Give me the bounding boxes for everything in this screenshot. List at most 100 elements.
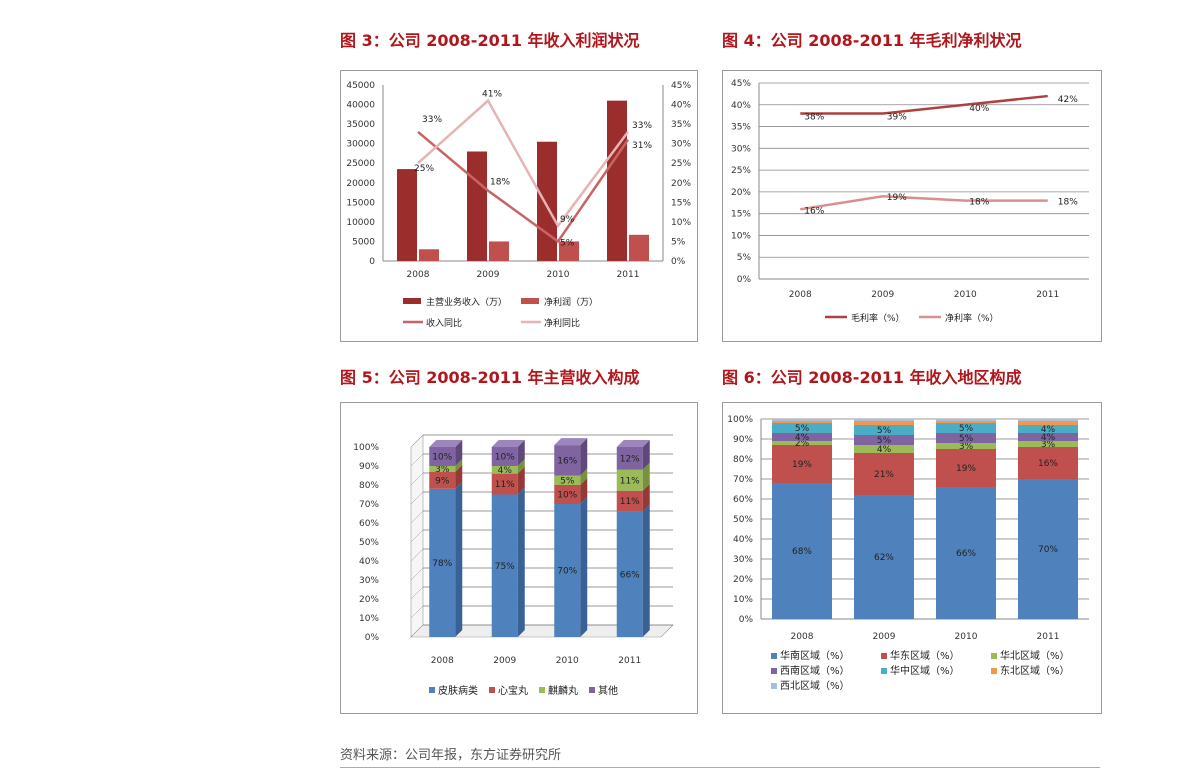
stacked-bar-segment	[936, 421, 996, 423]
data-label: 5%	[560, 476, 575, 486]
y-left-tick-label: 25000	[346, 159, 375, 169]
region-mix-chart: 0% 10% 20% 30% 40% 50% 60% 70% 80% 90% 100% 68% 19% 2…	[727, 415, 1089, 692]
data-label: 11%	[495, 480, 515, 490]
y-left-tick-label: 10000	[346, 218, 375, 228]
stacked-bar-segment	[936, 419, 996, 421]
y-tick-label: 100%	[727, 415, 753, 425]
grid-diagonal	[410, 605, 424, 619]
x-tick-label: 2009	[873, 632, 896, 642]
legend-label: 华中区域（%）	[890, 664, 960, 677]
y-right-tick-label: 0%	[671, 257, 686, 267]
stacked-bar-segment	[491, 473, 518, 495]
product-mix-chart: 0% 10% 20% 30% 40% 50% 60% 70% 80% 90% 100% 78% 9%3%…	[353, 434, 674, 697]
stacked-bar-segment	[616, 447, 643, 470]
stacked-bar-segment	[772, 423, 832, 433]
stacked-bar-segment	[491, 466, 518, 474]
bar-side-face	[642, 462, 650, 491]
data-label: 5%	[877, 426, 892, 436]
stacked-bar-segment	[1018, 421, 1078, 425]
y-tick-label: 45%	[731, 79, 751, 89]
bar-side-face	[642, 483, 650, 512]
data-label: 66%	[620, 570, 640, 580]
figure-3-panel: 0 5000 10000 15000 20000 25000 30000 35000 40000…	[340, 70, 698, 342]
data-label: 3%	[1041, 440, 1056, 450]
bar-top-face	[554, 438, 588, 446]
revenue-bar	[397, 169, 417, 261]
stacked-bar-segment	[772, 445, 832, 483]
y-tick-label: 70%	[359, 500, 379, 510]
legend-label: 其他	[598, 684, 618, 697]
bar-side-face	[580, 468, 588, 485]
stacked-bar-segment	[554, 475, 581, 485]
legend-swatch	[429, 687, 435, 693]
stacked-bar-segment	[936, 487, 996, 619]
y-tick-label: 60%	[359, 519, 379, 529]
data-label: 62%	[874, 553, 894, 563]
y-tick-label: 0%	[737, 275, 752, 285]
y-tick-label: 40%	[359, 557, 379, 567]
figure-5-panel: 0% 10% 20% 30% 40% 50% 60% 70% 80% 90% 100% 78% 9% 3%…	[340, 402, 698, 714]
bar-side-face	[580, 497, 588, 637]
revenue-bar	[537, 141, 557, 261]
gross-margin-line	[800, 94, 1048, 115]
data-label: 70%	[1038, 545, 1058, 555]
data-label: 5%	[877, 436, 892, 446]
stacked-bar-segment	[772, 441, 832, 445]
stacked-bar-segment	[616, 490, 643, 512]
data-label: 10%	[495, 453, 515, 463]
x-tick-label: 2011	[617, 270, 640, 280]
legend-label: 主营业务收入（万）	[426, 296, 507, 308]
stacked-bar-segment	[772, 483, 832, 619]
grid-diagonal	[410, 529, 424, 543]
data-label: 42%	[1058, 95, 1078, 105]
x-tick-label: 2009	[477, 270, 500, 280]
net-profit-bar	[629, 234, 649, 261]
x-tick-label: 2010	[954, 290, 977, 300]
legend-swatch	[771, 668, 777, 674]
legend-label: 华南区域（%）	[780, 649, 850, 662]
x-tick-label: 2010	[955, 632, 978, 642]
legend-label: 收入同比	[426, 317, 462, 329]
y-tick-label: 90%	[733, 435, 753, 445]
data-label: 5%	[560, 238, 575, 248]
legend-label: 净利率（%）	[945, 312, 999, 324]
figure-4-title: 图 4：公司 2008-2011 年毛利净利状况	[722, 31, 1022, 50]
data-label: 38%	[804, 112, 824, 122]
legend-label: 皮肤病类	[438, 684, 478, 697]
net-margin-line	[800, 194, 1048, 211]
y-tick-label: 80%	[733, 455, 753, 465]
stacked-bar-segment	[936, 449, 996, 487]
revenue-bar	[607, 100, 627, 261]
data-label: 19%	[792, 460, 812, 470]
y-right-tick-label: 40%	[671, 101, 691, 111]
y-left-tick-label: 15000	[346, 198, 375, 208]
y-tick-label: 30%	[359, 576, 379, 586]
legend-label: 华北区域（%）	[1000, 649, 1070, 662]
y-left-tick-label: 5000	[352, 237, 375, 247]
data-label: 21%	[874, 470, 894, 480]
legend-label: 净利润（万）	[544, 296, 598, 308]
bar-side-face	[642, 504, 650, 637]
y-tick-label: 70%	[733, 475, 753, 485]
grid-diagonal	[410, 491, 424, 505]
grid-diagonal	[410, 434, 424, 448]
stacked-bar-segment	[772, 433, 832, 441]
grid-diagonal	[410, 472, 424, 486]
x-tick-label: 2011	[1036, 290, 1059, 300]
stacked-bar-segment	[429, 447, 456, 466]
y-right-tick-label: 30%	[671, 140, 691, 150]
x-tick-label: 2009	[493, 656, 516, 666]
data-label: 33%	[422, 115, 442, 125]
bar-top-face	[616, 440, 650, 447]
net-profit-bar	[559, 241, 579, 261]
y-tick-label: 0%	[739, 615, 754, 625]
stacked-bar-segment	[554, 504, 581, 637]
data-label: 25%	[414, 164, 434, 174]
y-tick-label: 25%	[731, 166, 751, 176]
stacked-bar-segment	[1018, 433, 1078, 441]
x-tick-label: 2008	[789, 290, 812, 300]
x-tick-label: 2010	[547, 270, 570, 280]
stacked-bar-segment	[854, 445, 914, 453]
stacked-bar-segment	[429, 471, 456, 489]
bar-side-face	[455, 464, 463, 489]
